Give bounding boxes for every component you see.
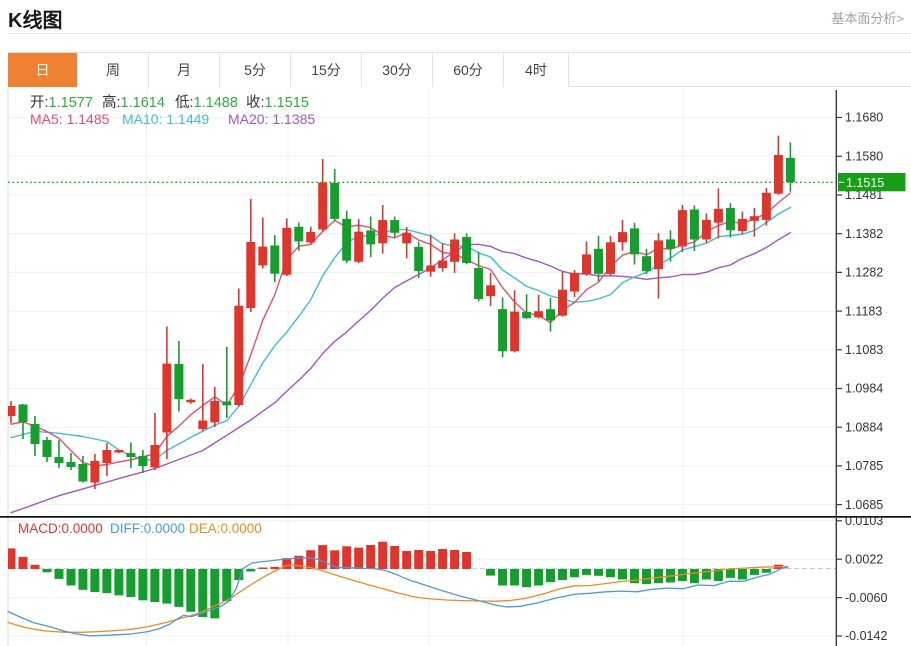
svg-text:1.1580: 1.1580 bbox=[845, 150, 883, 164]
svg-text:0.0103: 0.0103 bbox=[845, 514, 883, 528]
svg-text:1.1680: 1.1680 bbox=[845, 111, 883, 125]
svg-text:1.0984: 1.0984 bbox=[845, 382, 883, 396]
svg-text:低:1.1488: 低:1.1488 bbox=[175, 94, 238, 111]
svg-text:-0.0142: -0.0142 bbox=[845, 629, 887, 643]
svg-text:-0.0060: -0.0060 bbox=[845, 591, 887, 605]
svg-text:1.1515: 1.1515 bbox=[846, 176, 884, 190]
svg-text:高:1.1614: 高:1.1614 bbox=[102, 94, 165, 111]
svg-text:1.1382: 1.1382 bbox=[845, 227, 883, 241]
svg-text:1.1083: 1.1083 bbox=[845, 343, 883, 357]
svg-text:MA20: 1.1385: MA20: 1.1385 bbox=[228, 111, 315, 127]
svg-text:收:1.1515: 收:1.1515 bbox=[246, 94, 309, 111]
svg-text:1.1282: 1.1282 bbox=[845, 266, 883, 280]
svg-text:1.0685: 1.0685 bbox=[845, 498, 883, 512]
svg-text:1.0785: 1.0785 bbox=[845, 459, 883, 473]
svg-text:0.0022: 0.0022 bbox=[845, 552, 883, 566]
svg-text:1.0884: 1.0884 bbox=[845, 420, 883, 434]
svg-text:MA10: 1.1449: MA10: 1.1449 bbox=[122, 111, 209, 127]
svg-text:1.1183: 1.1183 bbox=[845, 304, 882, 318]
svg-text:开:1.1577: 开:1.1577 bbox=[30, 95, 93, 111]
svg-text:MACD:0.0000: MACD:0.0000 bbox=[18, 521, 103, 536]
svg-text:MA5: 1.1485: MA5: 1.1485 bbox=[30, 111, 110, 127]
svg-text:1.1481: 1.1481 bbox=[845, 188, 883, 202]
svg-text:DIFF:0.0000: DIFF:0.0000 bbox=[110, 521, 185, 536]
svg-text:DEA:0.0000: DEA:0.0000 bbox=[189, 521, 262, 536]
